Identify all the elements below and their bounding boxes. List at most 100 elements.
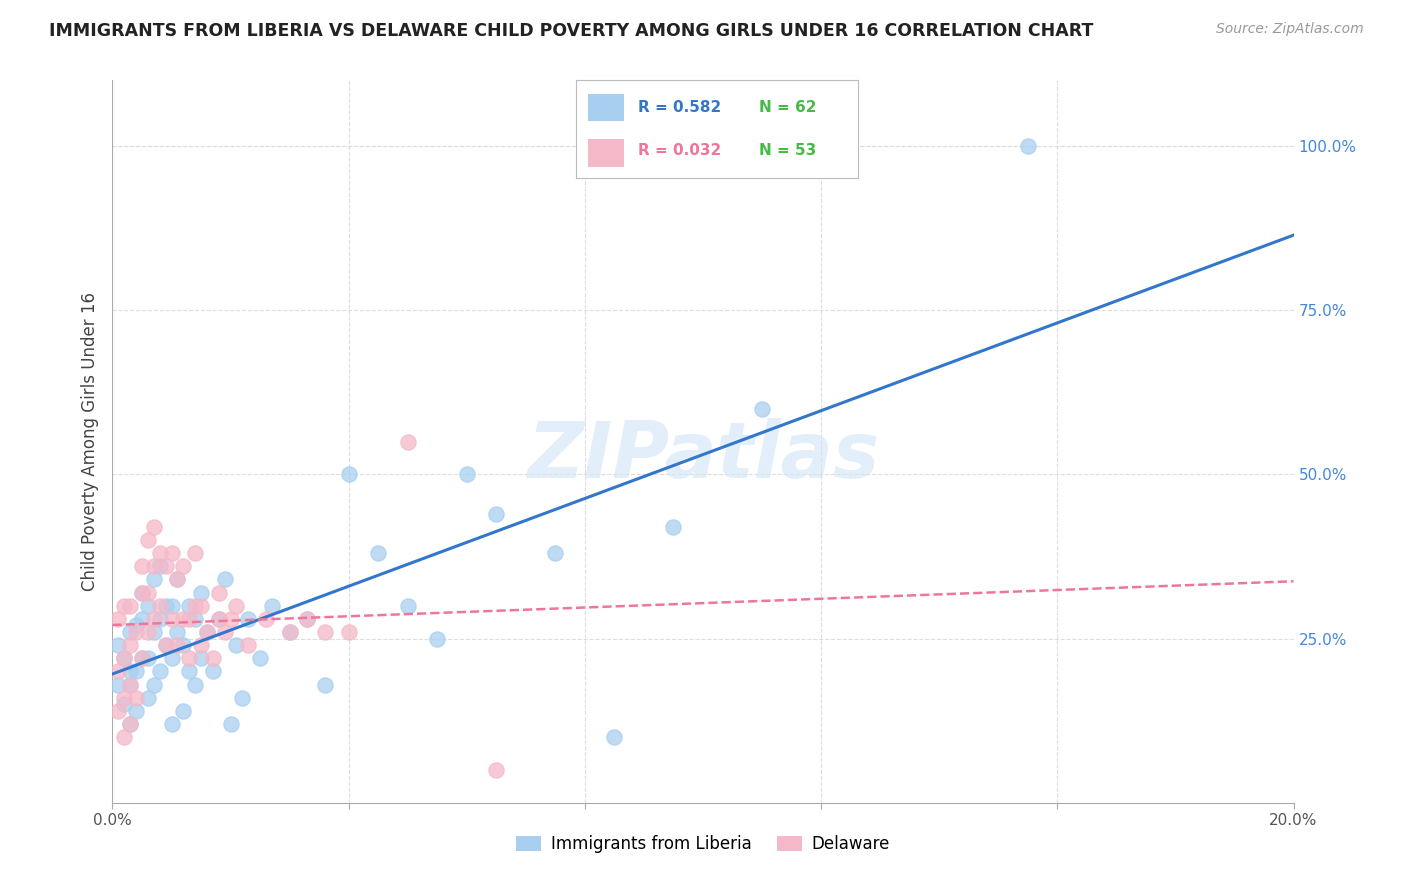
Point xyxy=(112,698,135,712)
Point xyxy=(278,625,301,640)
Point xyxy=(125,665,148,679)
Point xyxy=(485,507,508,521)
Point xyxy=(155,559,177,574)
Point xyxy=(136,651,159,665)
Point xyxy=(201,651,224,665)
Point xyxy=(172,559,194,574)
Point xyxy=(149,665,172,679)
Point xyxy=(131,559,153,574)
Legend: Immigrants from Liberia, Delaware: Immigrants from Liberia, Delaware xyxy=(509,828,897,860)
Point xyxy=(254,612,277,626)
Point xyxy=(314,677,336,691)
Point xyxy=(172,612,194,626)
Point xyxy=(120,599,142,613)
Point xyxy=(166,625,188,640)
Text: R = 0.032: R = 0.032 xyxy=(638,144,721,159)
Point xyxy=(112,690,135,705)
Text: ZIPatlas: ZIPatlas xyxy=(527,418,879,494)
Point xyxy=(166,573,188,587)
Point xyxy=(125,690,148,705)
Point xyxy=(172,704,194,718)
Point xyxy=(208,612,231,626)
Point xyxy=(314,625,336,640)
Point xyxy=(142,677,165,691)
Point xyxy=(190,651,212,665)
Point xyxy=(142,625,165,640)
Point xyxy=(136,585,159,599)
Point xyxy=(149,599,172,613)
Point xyxy=(662,520,685,534)
Point xyxy=(1017,139,1039,153)
Point xyxy=(131,612,153,626)
Point xyxy=(142,520,165,534)
Point xyxy=(112,651,135,665)
Point xyxy=(107,665,129,679)
Point xyxy=(142,559,165,574)
Point xyxy=(219,612,242,626)
Point xyxy=(190,585,212,599)
Y-axis label: Child Poverty Among Girls Under 16: Child Poverty Among Girls Under 16 xyxy=(80,292,98,591)
Point xyxy=(166,638,188,652)
Point xyxy=(107,612,129,626)
Point xyxy=(751,401,773,416)
Point xyxy=(120,677,142,691)
Point xyxy=(231,690,253,705)
Point xyxy=(195,625,218,640)
Point xyxy=(260,599,283,613)
Point xyxy=(160,546,183,560)
Point xyxy=(225,599,247,613)
Point xyxy=(120,625,142,640)
Point xyxy=(155,638,177,652)
Point xyxy=(278,625,301,640)
Point xyxy=(131,651,153,665)
Point xyxy=(426,632,449,646)
Text: IMMIGRANTS FROM LIBERIA VS DELAWARE CHILD POVERTY AMONG GIRLS UNDER 16 CORRELATI: IMMIGRANTS FROM LIBERIA VS DELAWARE CHIL… xyxy=(49,22,1094,40)
FancyBboxPatch shape xyxy=(588,139,624,167)
Point xyxy=(112,599,135,613)
Point xyxy=(225,638,247,652)
Point xyxy=(396,599,419,613)
Point xyxy=(166,573,188,587)
Point xyxy=(131,585,153,599)
Point xyxy=(112,730,135,744)
Point xyxy=(184,546,207,560)
Point xyxy=(297,612,319,626)
Point xyxy=(337,625,360,640)
Point xyxy=(214,573,236,587)
Point xyxy=(149,559,172,574)
Point xyxy=(160,651,183,665)
Point xyxy=(544,546,567,560)
Point xyxy=(297,612,319,626)
Point xyxy=(107,677,129,691)
Point xyxy=(337,467,360,482)
Point xyxy=(179,612,201,626)
Point xyxy=(184,599,207,613)
Point xyxy=(131,651,153,665)
Point xyxy=(249,651,271,665)
Point xyxy=(201,665,224,679)
Point xyxy=(131,585,153,599)
Point xyxy=(214,625,236,640)
Point xyxy=(142,573,165,587)
Point xyxy=(160,599,183,613)
Point xyxy=(155,638,177,652)
Point xyxy=(184,612,207,626)
Point xyxy=(195,625,218,640)
Point xyxy=(238,638,260,652)
Point xyxy=(107,704,129,718)
Point xyxy=(120,638,142,652)
Point xyxy=(142,612,165,626)
Text: N = 62: N = 62 xyxy=(759,100,817,115)
Point xyxy=(190,599,212,613)
Point xyxy=(120,717,142,731)
Point xyxy=(208,612,231,626)
Point xyxy=(179,651,201,665)
Point xyxy=(107,638,129,652)
Point xyxy=(208,585,231,599)
FancyBboxPatch shape xyxy=(588,94,624,121)
Point xyxy=(219,717,242,731)
Point xyxy=(179,665,201,679)
Text: Source: ZipAtlas.com: Source: ZipAtlas.com xyxy=(1216,22,1364,37)
Point xyxy=(396,434,419,449)
Point xyxy=(367,546,389,560)
